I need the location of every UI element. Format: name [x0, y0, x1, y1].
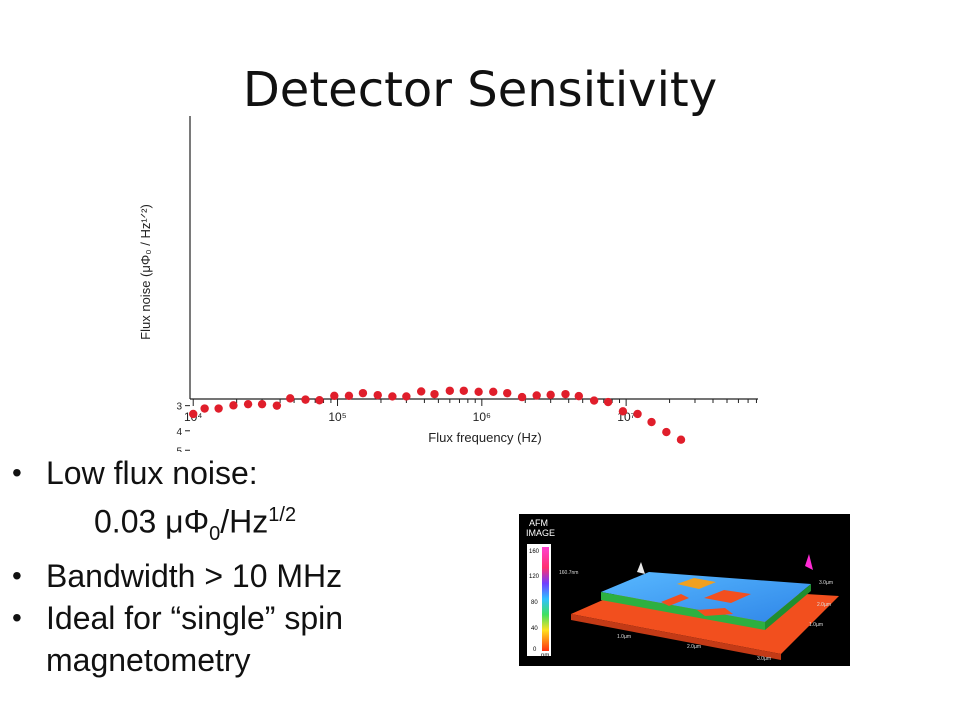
data-point [546, 390, 555, 400]
data-point [503, 388, 512, 398]
afm-label-line1: AFM [529, 518, 548, 528]
flux-noise-chart: 10⁴10⁵10⁶10⁷0.19876543 Flux frequency (H… [130, 112, 770, 452]
flux-noise-value: 0.03 μΦ0/Hz1/2 [12, 494, 492, 555]
afm-height-label: 160.7nm [559, 570, 578, 576]
data-point [445, 386, 455, 395]
afm-axis-label: 3.0µm [757, 656, 771, 662]
afm-scale-tick: 160 [529, 549, 540, 555]
bullet-ideal: Ideal for “single” spin magnetometry [12, 597, 492, 681]
data-point [517, 392, 527, 402]
data-point [430, 389, 439, 399]
data-point [574, 391, 584, 401]
x-axis-label: Flux frequency (Hz) [428, 430, 541, 445]
afm-cutout [677, 578, 716, 589]
data-point [603, 397, 613, 407]
afm-scale-unit: nm [541, 653, 549, 659]
data-point [243, 399, 253, 409]
afm-axis-label: 2.0µm [817, 602, 831, 608]
afm-spike [805, 554, 813, 570]
y-tick-label: 4 [176, 427, 182, 438]
afm-scale-tick: 120 [529, 574, 540, 580]
afm-axis-label: 2.0µm [687, 644, 701, 650]
data-point [330, 391, 339, 401]
x-tick-label: 10⁶ [473, 410, 491, 424]
chart-axes: 10⁴10⁵10⁶10⁷0.19876543 [176, 116, 758, 452]
data-point [272, 401, 282, 410]
flux-noise-superscript: 1/2 [268, 504, 297, 526]
afm-scale-tick: 80 [531, 600, 538, 606]
y-axis-label: Flux noise (μΦ₀ / Hz¹ᐟ²) [138, 204, 153, 340]
afm-scale-tick: 40 [531, 626, 538, 632]
data-point [662, 427, 671, 437]
data-point [373, 390, 382, 400]
afm-axis-label: 1.0µm [809, 622, 823, 628]
afm-image: AFM IMAGE 160 120 80 40 0 nm [519, 514, 850, 666]
data-point [402, 392, 411, 401]
data-point [286, 394, 295, 403]
afm-raised-wall [601, 592, 765, 630]
chart-svg: 10⁴10⁵10⁶10⁷0.19876543 Flux frequency (H… [138, 116, 758, 452]
flux-noise-number: 0.03 μΦ [94, 503, 210, 540]
afm-spike [637, 562, 645, 574]
flux-noise-unit: /Hz [220, 503, 269, 540]
y-tick-label: 5 [176, 446, 182, 452]
chart-points [189, 386, 696, 452]
bullet-bandwidth-text: Bandwidth > 10 MHz [46, 558, 343, 595]
data-point [618, 407, 628, 416]
bullet-flux-noise: Low flux noise: [12, 452, 492, 494]
bullet-ideal-line1: Ideal for “single” spin [46, 600, 344, 637]
data-point [189, 409, 198, 419]
data-point [388, 392, 397, 401]
afm-scale-tick: 0 [533, 647, 537, 653]
flux-noise-subscript: 0 [209, 523, 221, 546]
afm-raised-top [601, 572, 811, 622]
afm-cutout [704, 590, 751, 603]
data-point [676, 435, 686, 444]
bullet-ideal-line2: magnetometry [46, 642, 251, 679]
afm-axis-label: 1.0µm [617, 634, 631, 640]
afm-axis-label: 3.0µm [819, 580, 833, 586]
afm-substrate-edge [571, 614, 781, 660]
data-point [647, 417, 656, 427]
data-point [257, 399, 267, 409]
data-point [633, 409, 642, 419]
data-point [315, 396, 324, 405]
afm-raised-wall-side [765, 584, 811, 630]
data-point [214, 404, 223, 413]
data-point [474, 387, 483, 397]
bullet-list: Low flux noise: 0.03 μΦ0/Hz1/2 Bandwidth… [12, 452, 492, 681]
data-point [358, 388, 368, 398]
afm-cutout [697, 608, 733, 616]
slide-title: Detector Sensitivity [242, 62, 718, 118]
data-point [200, 404, 209, 413]
data-point [589, 396, 599, 405]
bullet-flux-noise-text: Low flux noise: [46, 455, 258, 491]
data-point [532, 391, 541, 400]
data-point [301, 395, 310, 404]
x-tick-label: 10⁵ [328, 410, 346, 424]
data-point [344, 391, 354, 401]
y-tick-label: 3 [176, 402, 182, 413]
bullet-bandwidth: Bandwidth > 10 MHz [12, 555, 492, 597]
data-point [416, 387, 426, 396]
data-point [459, 386, 468, 395]
afm-label-line2: IMAGE [526, 528, 555, 538]
afm-image-svg: AFM IMAGE 160 120 80 40 0 nm [526, 518, 839, 662]
data-point [561, 389, 570, 399]
afm-color-scale [542, 547, 549, 651]
afm-cutout [661, 594, 689, 606]
data-point [489, 387, 498, 397]
data-point [229, 401, 238, 410]
